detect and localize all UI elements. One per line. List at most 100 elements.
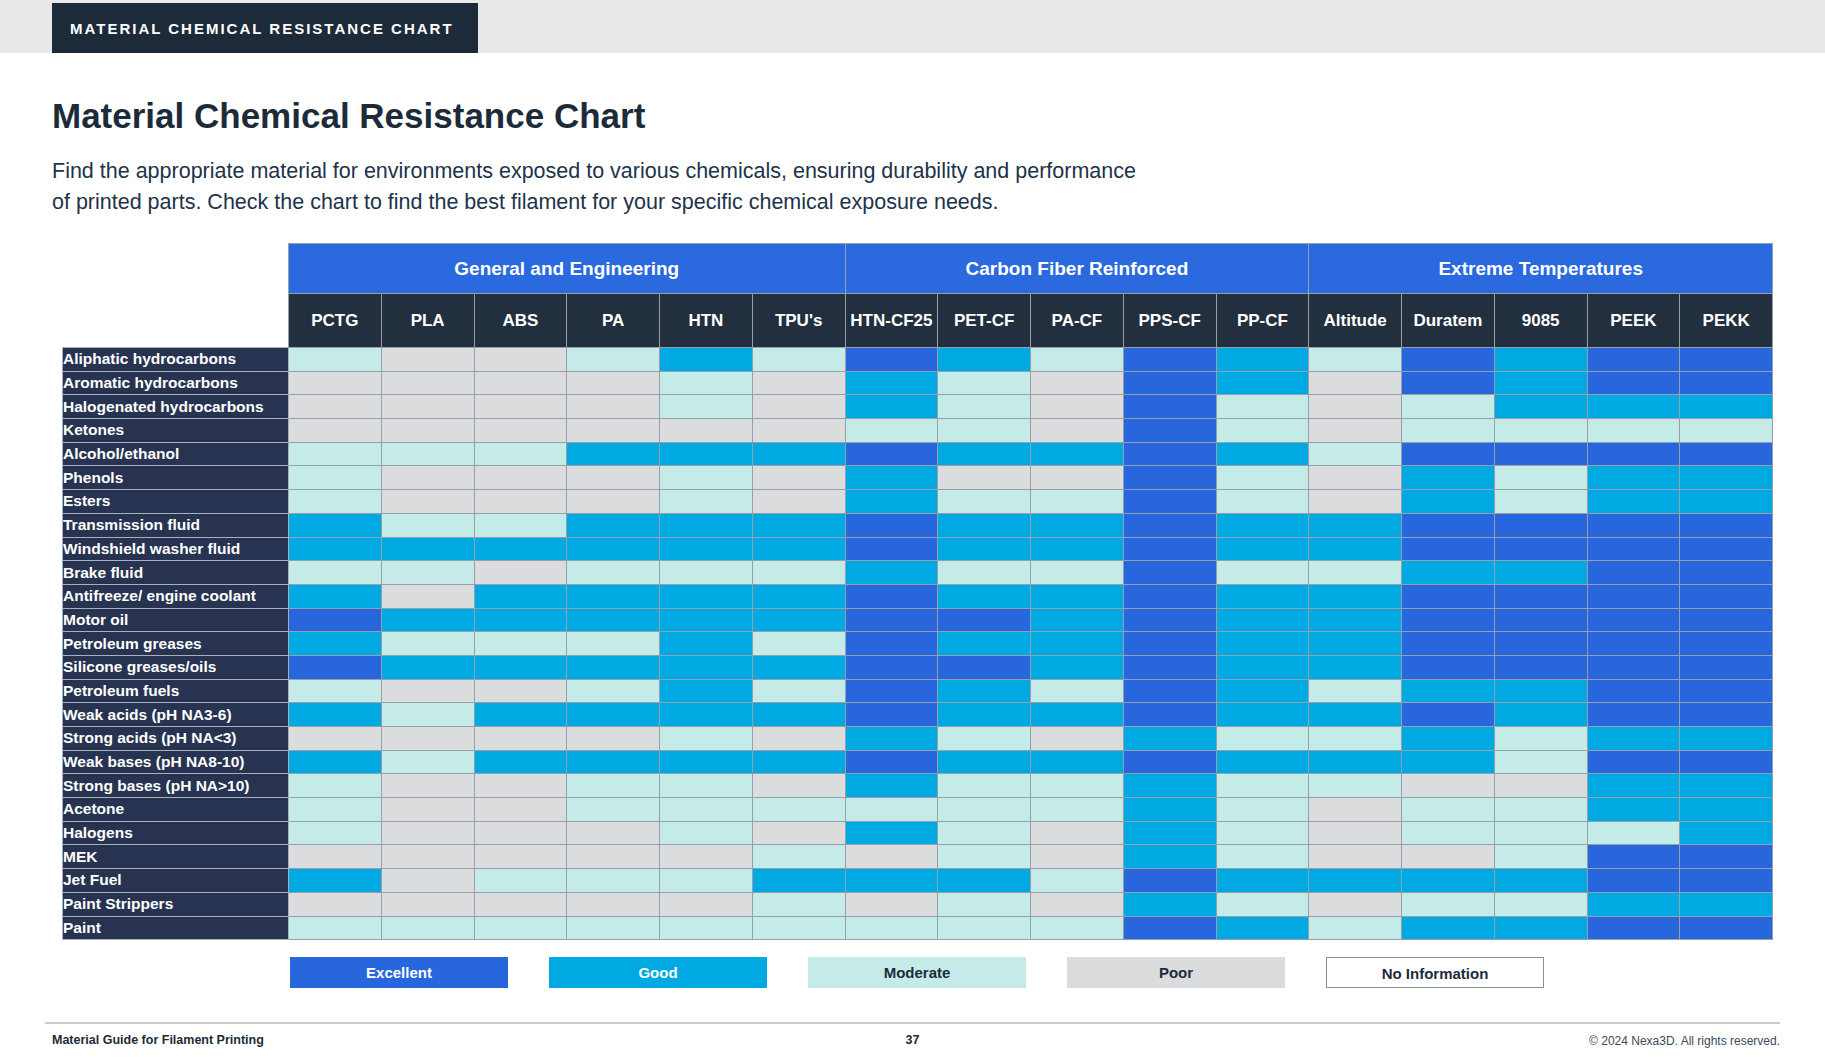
resistance-cell (752, 655, 845, 679)
resistance-cell (1587, 419, 1680, 443)
group-header-2: Extreme Temperatures (1309, 244, 1773, 294)
resistance-cell (1494, 608, 1587, 632)
resistance-cell (660, 869, 753, 893)
resistance-cell (660, 679, 753, 703)
table-row: Brake fluid (63, 561, 1773, 585)
resistance-cell (1309, 608, 1402, 632)
resistance-cell (1494, 371, 1587, 395)
resistance-cell (1494, 727, 1587, 751)
resistance-cell (1309, 774, 1402, 798)
resistance-cell (845, 537, 938, 561)
resistance-cell (289, 821, 382, 845)
resistance-cell (1402, 916, 1495, 940)
resistance-cell (474, 679, 567, 703)
resistance-cell (752, 750, 845, 774)
resistance-cell (1494, 632, 1587, 656)
resistance-cell (1402, 892, 1495, 916)
resistance-cell (1031, 419, 1124, 443)
resistance-cell (1587, 490, 1680, 514)
resistance-cell (660, 348, 753, 372)
resistance-cell (1031, 703, 1124, 727)
resistance-cell (1680, 584, 1773, 608)
resistance-cell (1309, 679, 1402, 703)
resistance-cell (1123, 513, 1216, 537)
group-header-0: General and Engineering (289, 244, 846, 294)
resistance-cell (1309, 655, 1402, 679)
resistance-cell (1216, 466, 1309, 490)
resistance-cell (289, 608, 382, 632)
resistance-cell (1587, 916, 1680, 940)
resistance-cell (938, 845, 1031, 869)
resistance-cell (1309, 727, 1402, 751)
resistance-cell (1309, 892, 1402, 916)
resistance-cell (1402, 513, 1495, 537)
resistance-cell (1680, 703, 1773, 727)
resistance-cell (938, 466, 1031, 490)
resistance-cell (660, 395, 753, 419)
resistance-cell (1402, 395, 1495, 419)
resistance-cell (474, 419, 567, 443)
resistance-cell (845, 395, 938, 419)
table-row: Windshield washer fluid (63, 537, 1773, 561)
resistance-cell (567, 727, 660, 751)
resistance-cell (1123, 821, 1216, 845)
resistance-cell (1123, 679, 1216, 703)
resistance-cell (1216, 395, 1309, 419)
resistance-cell (289, 892, 382, 916)
resistance-cell (289, 916, 382, 940)
table-row: Petroleum fuels (63, 679, 1773, 703)
resistance-cell (289, 537, 382, 561)
resistance-cell (938, 703, 1031, 727)
resistance-cell (1680, 798, 1773, 822)
legend-item-moderate: Moderate (808, 957, 1026, 988)
resistance-cell (938, 490, 1031, 514)
resistance-cell (752, 703, 845, 727)
resistance-cell (752, 892, 845, 916)
resistance-cell (1123, 442, 1216, 466)
resistance-cell (752, 561, 845, 585)
resistance-cell (938, 916, 1031, 940)
resistance-cell (474, 632, 567, 656)
resistance-cell (1494, 916, 1587, 940)
table-row: Paint (63, 916, 1773, 940)
resistance-cell (1123, 537, 1216, 561)
resistance-cell (1031, 348, 1124, 372)
column-header: PET-CF (938, 294, 1031, 348)
row-label: Aliphatic hydrocarbons (63, 348, 289, 372)
resistance-cell (1216, 703, 1309, 727)
resistance-cell (289, 703, 382, 727)
resistance-cell (1309, 466, 1402, 490)
resistance-cell (1216, 584, 1309, 608)
column-header: PA-CF (1031, 294, 1124, 348)
table-row: Acetone (63, 798, 1773, 822)
resistance-cell (474, 395, 567, 419)
resistance-cell (938, 821, 1031, 845)
resistance-cell (381, 419, 474, 443)
resistance-cell (1680, 466, 1773, 490)
resistance-cell (752, 916, 845, 940)
resistance-cell (1216, 490, 1309, 514)
footer-divider (45, 1022, 1780, 1024)
resistance-cell (567, 774, 660, 798)
resistance-cell (1309, 395, 1402, 419)
resistance-cell (1680, 561, 1773, 585)
resistance-cell (752, 419, 845, 443)
subtitle-line-2: of printed parts. Check the chart to fin… (52, 187, 1136, 218)
resistance-cell (289, 632, 382, 656)
resistance-cell (567, 703, 660, 727)
resistance-cell (1680, 821, 1773, 845)
resistance-cell (1587, 371, 1680, 395)
resistance-cell (1680, 348, 1773, 372)
row-label: Strong acids (pH NA<3) (63, 727, 289, 751)
resistance-cell (938, 750, 1031, 774)
resistance-cell (845, 821, 938, 845)
row-label: Weak acids (pH NA3-6) (63, 703, 289, 727)
resistance-cell (567, 821, 660, 845)
resistance-cell (938, 798, 1031, 822)
resistance-cell (289, 371, 382, 395)
resistance-cell (1587, 348, 1680, 372)
resistance-cell (660, 632, 753, 656)
resistance-cell (1680, 442, 1773, 466)
banner-label: MATERIAL CHEMICAL RESISTANCE CHART (70, 20, 454, 37)
row-label: Alcohol/ethanol (63, 442, 289, 466)
